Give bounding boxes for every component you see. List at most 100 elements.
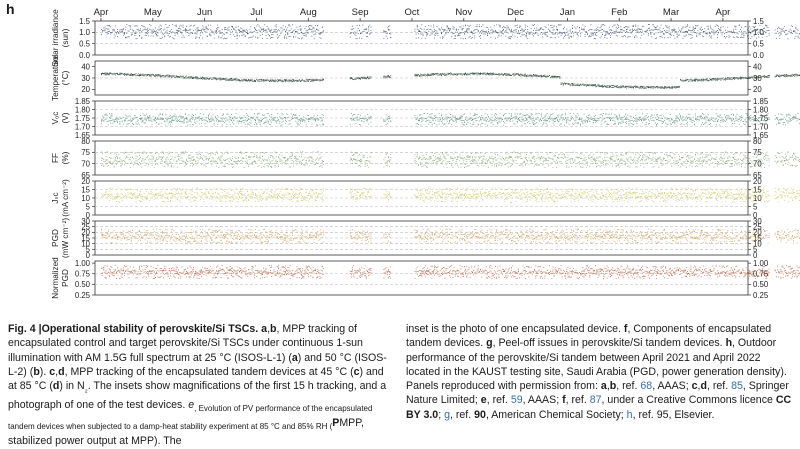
ylabel-line-5-1: (mW cm⁻²) (61, 218, 70, 259)
ytick-label-left-3-3: 80 (81, 137, 90, 146)
caption-left-fragment-8: ). (40, 366, 49, 378)
figure-caption: Fig. 4 |Operational stability of perovsk… (8, 322, 792, 438)
caption-right-fragment-22: , AAAS; (523, 394, 562, 406)
ytick-label-left-6-2: 0.75 (75, 270, 91, 279)
panel-frame-3 (95, 141, 748, 175)
ytick-label-left-4-2: 10 (81, 194, 90, 203)
caption-right-fragment-30: , ref. (450, 409, 474, 421)
ytick-label-left-6-1: 0.50 (75, 280, 91, 289)
ytick-label-left-4-4: 20 (81, 177, 90, 186)
month-label-dec-8: Dec (507, 7, 524, 18)
month-label-jun-2: Jun (197, 7, 212, 18)
ylabel-line-2-1: (V) (61, 112, 70, 123)
ylabel-line-1-1: (°C) (61, 70, 70, 85)
ylabel-line-5-0: PGD (51, 229, 60, 247)
ytick-label-right-2-2: 1.75 (753, 114, 769, 123)
ytick-label-right-1-0: 20 (753, 85, 762, 94)
ytick-label-left-2-3: 1.80 (75, 105, 91, 114)
ytick-label-right-0-2: 1.0 (753, 28, 765, 37)
caption-right-fragment-20: , ref. (487, 394, 511, 406)
series-points-6 (101, 265, 800, 279)
ytick-label-right-2-3: 1.80 (753, 105, 769, 114)
ytick-label-right-2-4: 1.85 (753, 97, 769, 106)
caption-right-fragment-32: , American Chemical Society; (486, 409, 627, 421)
ylabel-line-3-1: (%) (61, 151, 70, 164)
panel-label: h (6, 1, 15, 17)
ytick-label-left-6-0: 0.25 (75, 291, 91, 300)
figure-number: Fig. 4 | (8, 323, 42, 335)
month-label-feb-10: Feb (611, 7, 627, 18)
caption-left-fragment-16: ) in N (59, 380, 84, 392)
ytick-label-right-4-4: 20 (753, 177, 762, 186)
ytick-label-left-0-0: 0.0 (79, 51, 91, 60)
month-label-sep-5: Sep (352, 7, 369, 18)
ylabel-line-3-0: FF (51, 153, 60, 163)
month-label-apr-12: Apr (716, 7, 731, 18)
caption-right-fragment-17[interactable]: 85 (731, 380, 743, 392)
ylabel-line-6-1: PGD (61, 269, 70, 287)
caption-right-column: inset is the photo of one encapsulated d… (406, 322, 792, 438)
ytick-label-left-1-1: 30 (81, 74, 90, 83)
month-label-nov-7: Nov (455, 7, 472, 18)
ylabel-line-4-0: Jₛᴄ (51, 192, 60, 203)
ylabel-line-0-1: (sun) (61, 28, 70, 47)
month-label-aug-4: Aug (300, 7, 317, 18)
caption-right-fragment-0: inset is the photo of one encapsulated d… (406, 323, 624, 335)
month-label-apr-0: Apr (94, 7, 109, 18)
ytick-label-right-6-1: 0.50 (753, 280, 769, 289)
ylabel-line-6-0: Normalized (51, 257, 60, 299)
ytick-label-left-2-2: 1.75 (75, 114, 91, 123)
caption-right-fragment-34: , ref. (633, 409, 657, 421)
ytick-label-left-4-1: 5 (86, 202, 91, 211)
ylabel-4: Jₛᴄ(mA cm⁻²) (51, 179, 70, 217)
ytick-label-left-3-1: 70 (81, 159, 90, 168)
caption-right-fragment-11[interactable]: 68 (640, 380, 652, 392)
series-points-0 (101, 24, 800, 39)
caption-right-fragment-21[interactable]: 59 (511, 394, 523, 406)
caption-left-fragment-12: , MPP tracking of the encapsulated tande… (65, 366, 354, 378)
ytick-label-left-1-0: 20 (81, 85, 90, 94)
series-points-3 (101, 151, 800, 168)
caption-left-fragments: a,b, MPP tracking of encapsulated contro… (8, 323, 387, 447)
month-label-oct-6: Oct (405, 7, 420, 18)
ylabel-line-2-0: Vₒᴄ (51, 112, 60, 125)
ytick-label-right-6-0: 0.25 (753, 291, 769, 300)
ytick-label-left-1-2: 40 (81, 62, 90, 71)
ytick-label-left-5-6: 30 (81, 217, 90, 226)
ytick-label-right-1-2: 40 (753, 62, 762, 71)
series-points-2 (101, 113, 800, 126)
caption-right-fragment-25[interactable]: 87 (590, 394, 602, 406)
caption-right-fragment-26: , under a Creative Commons licence (602, 394, 776, 406)
caption-right-fragment-35: 95 (657, 409, 669, 421)
ytick-label-left-3-2: 75 (81, 148, 90, 157)
panel-frame-6 (95, 261, 748, 295)
ylabel-1: Temperature(°C) (51, 55, 70, 101)
series-points-5 (101, 229, 800, 244)
caption-right-text: inset is the photo of one encapsulated d… (406, 322, 792, 422)
month-label-jul-3: Jul (250, 7, 262, 18)
caption-right-fragment-36: , Elsevier. (669, 409, 715, 421)
ytick-label-left-6-3: 1.00 (75, 259, 91, 268)
caption-left-fragment-22: MPP (339, 417, 361, 429)
ytick-label-left-2-4: 1.85 (75, 97, 91, 106)
caption-right-fragment-31: 90 (474, 409, 486, 421)
caption-right-fragment-10: , ref. (616, 380, 640, 392)
ylabel-line-1-0: Temperature (51, 55, 60, 101)
ylabel-5: PGD(mW cm⁻²) (51, 218, 70, 259)
figure-title: Operational stability of perovskite/Si T… (42, 323, 259, 335)
ytick-label-right-4-1: 5 (753, 202, 758, 211)
ylabel-3: FF(%) (51, 151, 70, 164)
month-label-may-1: May (144, 7, 162, 18)
ytick-label-right-0-1: 0.5 (753, 39, 765, 48)
ytick-label-right-0-3: 1.5 (753, 17, 765, 26)
month-label-jan-9: Jan (560, 7, 575, 18)
ytick-label-left-2-1: 1.70 (75, 122, 91, 131)
caption-right-fragment-24: , ref. (566, 394, 590, 406)
caption-right-fragment-16: , ref. (707, 380, 731, 392)
ylabel-6: NormalizedPGD (51, 257, 70, 299)
ytick-label-right-5-6: 30 (753, 217, 762, 226)
ytick-label-left-0-2: 1.0 (79, 28, 91, 37)
series-points-1 (101, 72, 800, 89)
ylabel-2: Vₒᴄ(V) (51, 112, 70, 125)
